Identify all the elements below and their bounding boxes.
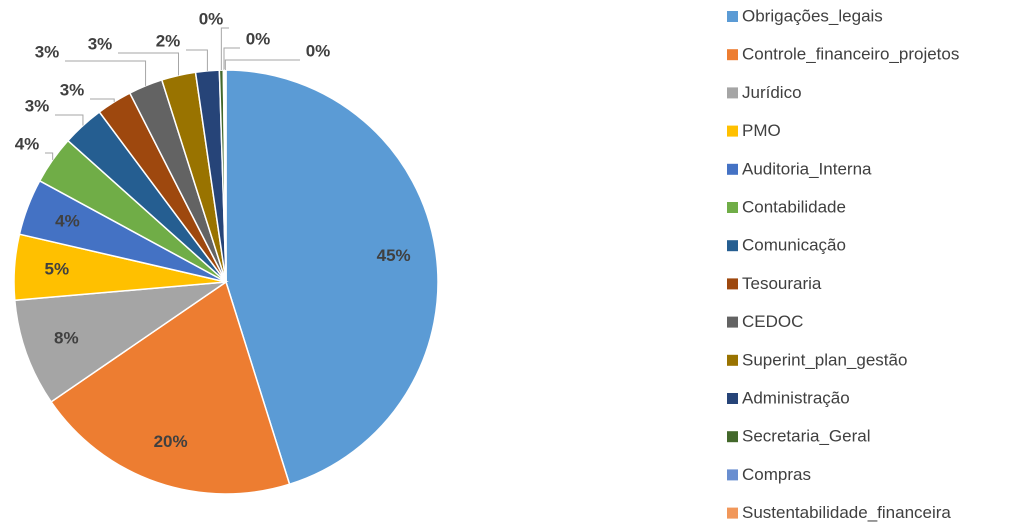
- data-label: 3%: [88, 34, 113, 53]
- data-label: 0%: [246, 29, 271, 48]
- legend-label: Obrigações_legais: [742, 6, 883, 25]
- leader-line: [224, 59, 300, 71]
- data-label: 5%: [45, 260, 70, 279]
- legend-swatch: [727, 240, 738, 252]
- data-label: 2%: [156, 31, 181, 50]
- leader-line: [118, 52, 180, 76]
- legend-label: Controle_financeiro_projetos: [742, 45, 959, 64]
- legend-label: Sustentabilidade_financeira: [742, 503, 951, 522]
- pie-slice: [13, 281, 229, 403]
- legend-swatch: [727, 393, 738, 404]
- leader-line: [223, 47, 240, 71]
- legend-label: Contabilidade: [742, 197, 846, 216]
- legend-label: Administração: [742, 388, 850, 407]
- legend-label: Auditoria_Interna: [742, 159, 872, 178]
- legend-swatch: [727, 202, 738, 213]
- pie-slice: [225, 69, 439, 486]
- legend-swatch: [727, 11, 738, 22]
- data-label: 3%: [35, 42, 60, 61]
- pie-slice: [50, 280, 291, 495]
- legend-swatch: [727, 354, 738, 366]
- data-label: 45%: [377, 246, 411, 265]
- legend-swatch: [727, 507, 738, 519]
- legend-label: PMO: [742, 121, 781, 140]
- data-label: 4%: [55, 211, 80, 230]
- leader-line: [65, 60, 147, 86]
- data-label: 3%: [60, 80, 85, 99]
- legend-label: Tesouraria: [742, 274, 822, 293]
- pie-slice: [223, 69, 227, 283]
- legend-swatch: [727, 49, 738, 61]
- data-label: 8%: [54, 329, 79, 348]
- leader-line: [55, 114, 84, 126]
- legend-swatch: [727, 469, 738, 481]
- legend-label: Jurídico: [742, 83, 802, 102]
- leader-line: [45, 152, 54, 160]
- data-label: 3%: [25, 96, 50, 115]
- legend-label: Superint_plan_gestão: [742, 350, 907, 369]
- legend-swatch: [727, 431, 738, 443]
- legend-swatch: [727, 125, 738, 137]
- legend-label: Secretaria_Geral: [742, 427, 871, 446]
- data-label: 0%: [306, 41, 331, 60]
- data-label: 4%: [15, 134, 40, 153]
- legend-swatch: [727, 87, 738, 99]
- leader-line: [220, 27, 229, 71]
- legend-swatch: [727, 278, 738, 290]
- data-label: 0%: [199, 9, 224, 28]
- legend-swatch: [727, 316, 738, 328]
- leader-line: [186, 49, 208, 71]
- legend-swatch: [727, 163, 738, 175]
- data-label: 20%: [154, 432, 188, 451]
- leader-line: [90, 98, 115, 102]
- legend-label: CEDOC: [742, 312, 803, 331]
- legend-label: Compras: [742, 465, 811, 484]
- legend-label: Comunicação: [742, 236, 846, 255]
